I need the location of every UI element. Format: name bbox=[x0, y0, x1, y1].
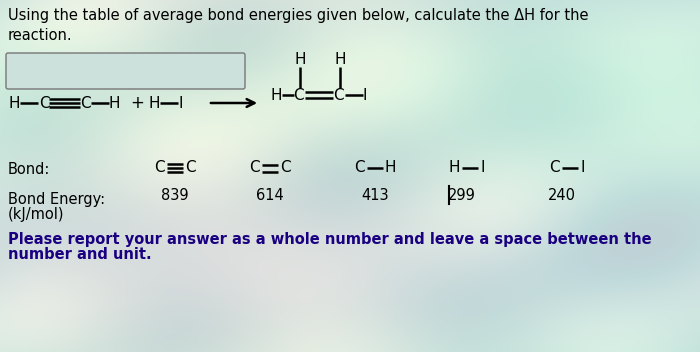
Text: 299: 299 bbox=[448, 188, 476, 202]
Text: H: H bbox=[385, 161, 396, 176]
Text: C: C bbox=[185, 161, 195, 176]
Text: Bond:: Bond: bbox=[8, 162, 50, 177]
Text: C: C bbox=[333, 88, 344, 102]
Text: 614: 614 bbox=[256, 188, 284, 202]
Text: C: C bbox=[280, 161, 290, 176]
Text: reaction.: reaction. bbox=[8, 28, 73, 43]
Text: 413: 413 bbox=[361, 188, 388, 202]
Text: H: H bbox=[294, 52, 306, 68]
Text: C: C bbox=[354, 161, 365, 176]
Text: I: I bbox=[580, 161, 584, 176]
Text: H: H bbox=[449, 161, 460, 176]
Text: H: H bbox=[335, 52, 346, 68]
Text: C: C bbox=[155, 161, 165, 176]
Text: H: H bbox=[8, 95, 20, 111]
Text: C: C bbox=[293, 88, 304, 102]
Text: number and unit.: number and unit. bbox=[8, 247, 152, 262]
Text: I: I bbox=[480, 161, 484, 176]
Text: (kJ/mol): (kJ/mol) bbox=[8, 207, 64, 222]
Text: +: + bbox=[130, 94, 144, 112]
Text: Please report your answer as a whole number and leave a space between the: Please report your answer as a whole num… bbox=[8, 232, 652, 247]
Text: C: C bbox=[39, 95, 50, 111]
Text: H: H bbox=[109, 95, 120, 111]
Text: 240: 240 bbox=[548, 188, 576, 202]
Text: C: C bbox=[80, 95, 90, 111]
Text: Using the table of average bond energies given below, calculate the ΔH for the: Using the table of average bond energies… bbox=[8, 8, 589, 23]
Text: C: C bbox=[550, 161, 560, 176]
Text: Bond Energy:: Bond Energy: bbox=[8, 192, 105, 207]
Text: 839: 839 bbox=[161, 188, 189, 202]
Text: H: H bbox=[148, 95, 160, 111]
Text: I: I bbox=[178, 95, 183, 111]
Text: C: C bbox=[249, 161, 260, 176]
Text: H: H bbox=[270, 88, 281, 102]
Text: I: I bbox=[363, 88, 368, 102]
FancyBboxPatch shape bbox=[6, 53, 245, 89]
